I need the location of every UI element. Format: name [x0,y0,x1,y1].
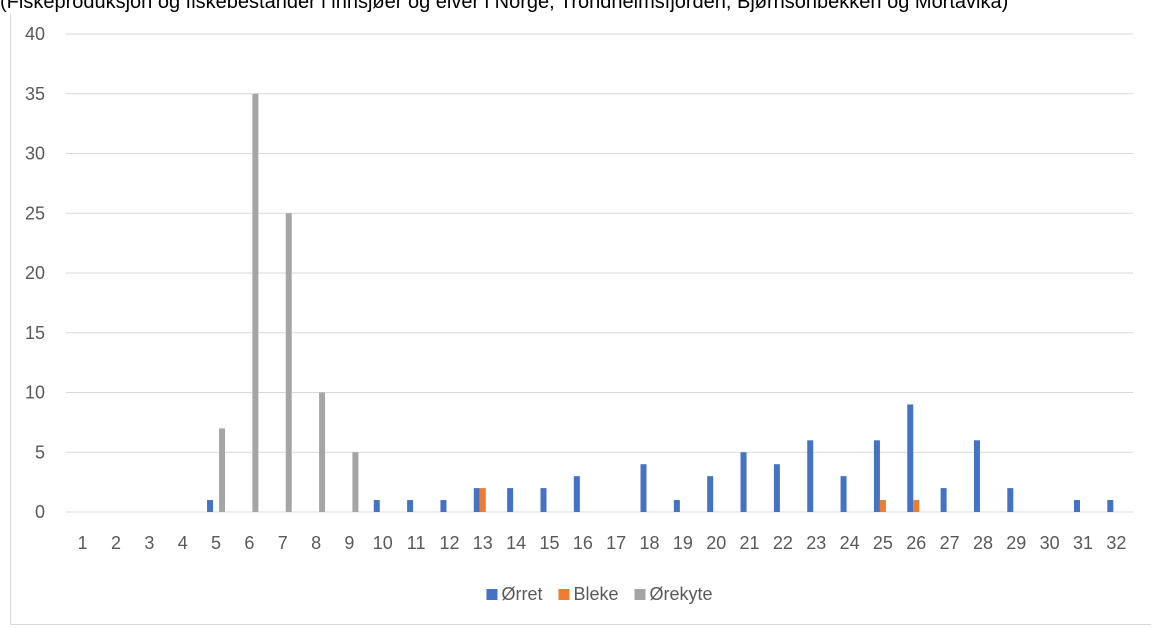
chart-caption: (Fiskeproduksjon og fiskebestander i inn… [0,0,1009,13]
bar-Ørret-23 [807,440,814,512]
x-axis-ticks: 1 2 3 4 5 6 7 8 9 10 11 12 13 14 15 16 17 18 19 20 21 22 23 24 2… [78,533,1127,553]
legend-item: Bleke [558,584,619,604]
bar-Ørret-21 [740,452,747,512]
x-tick-label: 27 [940,533,960,553]
x-tick-label: 30 [1040,533,1060,553]
bar-Bleke-13 [479,488,486,512]
x-tick-label: 24 [840,533,860,553]
bar-Ørret-13 [473,488,480,512]
legend-item: Ørekyte [634,584,713,604]
bar-Ørret-29 [1007,488,1014,512]
x-tick-label: 31 [1073,533,1093,553]
bar-Ørret-27 [940,488,947,512]
legend-item: Ørret [486,584,542,604]
x-tick-label: 21 [740,533,760,553]
bar-Ørret-14 [507,488,514,512]
x-tick-label: 3 [144,533,154,553]
x-tick-label: 5 [211,533,221,553]
legend-swatch [634,589,646,600]
caption-strip: (Fiskeproduksjon og fiskebestander i inn… [0,0,1155,16]
bar-Ørret-24 [840,476,847,512]
bar-Ørret-12 [440,500,447,512]
x-tick-label: 19 [673,533,693,553]
x-tick-label: 32 [1106,533,1126,553]
bar-Ørret-10 [373,500,380,512]
gridlines [66,33,1133,513]
bar-Ørekyte-7 [285,213,292,512]
x-tick-label: 20 [706,533,726,553]
x-tick-label: 22 [773,533,793,553]
x-tick-label: 18 [640,533,660,553]
legend-label: Ørekyte [650,584,713,604]
x-tick-label: 12 [439,533,459,553]
x-tick-label: 7 [278,533,288,553]
x-tick-label: 9 [344,533,354,553]
y-axis-ticks: 0 5 10 15 20 25 30 35 40 [25,24,45,522]
legend-label: Bleke [573,584,618,604]
x-tick-label: 11 [407,533,426,553]
bar-Ørekyte-8 [319,392,326,512]
bar-Ørekyte-5 [219,428,226,512]
y-tick-label: 10 [25,383,45,403]
bar-Ørekyte-6 [252,93,259,512]
bar-Ørret-28 [973,440,980,512]
x-tick-label: 28 [973,533,993,553]
bar-Ørekyte-9 [352,452,359,512]
bar-Ørret-5 [207,500,214,512]
legend-label: Ørret [501,584,542,604]
bar-Ørret-18 [640,464,647,512]
y-tick-label: 20 [25,263,45,283]
x-tick-label: 6 [244,533,254,553]
y-tick-label: 5 [35,442,45,462]
y-tick-label: 0 [35,502,45,522]
bars [207,93,1114,512]
x-tick-label: 16 [573,533,593,553]
legend-swatch [558,589,570,600]
bar-Ørret-25 [873,440,880,512]
x-tick-label: 14 [506,533,526,553]
x-tick-label: 23 [806,533,826,553]
y-tick-label: 30 [25,144,45,164]
chart-frame: 0 5 10 15 20 25 30 35 40 1 2 3 4 5 6 7 8 9 10 11 12 13 14 15 16… [10,14,1151,625]
x-tick-label: 8 [311,533,321,553]
y-tick-label: 25 [25,203,45,223]
bar-Bleke-26 [913,500,920,512]
bar-Ørret-16 [573,476,580,512]
bar-Ørret-22 [773,464,780,512]
x-tick-label: 10 [373,533,393,553]
bar-Ørret-26 [907,404,914,512]
x-tick-label: 2 [111,533,121,553]
y-tick-label: 15 [25,323,45,343]
legend: Ørret Bleke Ørekyte [486,584,713,604]
x-tick-label: 25 [873,533,893,553]
x-tick-label: 29 [1006,533,1026,553]
x-tick-label: 17 [606,533,626,553]
x-tick-label: 1 [78,533,88,553]
legend-swatch [486,589,498,600]
bar-Ørret-15 [540,488,547,512]
bar-Bleke-25 [879,500,886,512]
x-tick-label: 26 [906,533,926,553]
x-tick-label: 13 [473,533,493,553]
bar-Ørret-32 [1107,500,1114,512]
y-tick-label: 35 [25,84,45,104]
y-tick-label: 40 [25,24,45,44]
bar-Ørret-11 [407,500,414,512]
bar-Ørret-20 [707,476,714,512]
bar-Ørret-31 [1073,500,1080,512]
x-tick-label: 4 [178,533,188,553]
x-tick-label: 15 [539,533,559,553]
bar-Ørret-19 [673,500,680,512]
